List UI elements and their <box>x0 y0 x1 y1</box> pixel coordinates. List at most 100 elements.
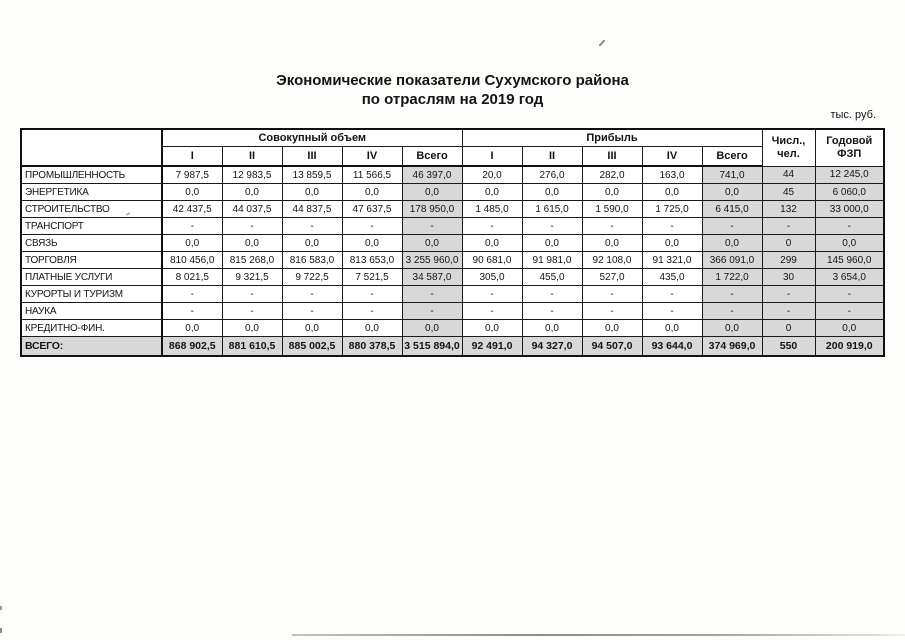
value-cell: - <box>461 302 523 320</box>
value-cell: 810 456,0 <box>161 251 223 269</box>
value-cell: - <box>521 302 583 320</box>
value-cell: 92 108,0 <box>581 251 643 269</box>
quarter-header: Всего <box>401 146 463 167</box>
value-cell: 880 378,5 <box>341 336 403 357</box>
value-cell: - <box>761 217 816 235</box>
value-cell: 1 485,0 <box>461 200 523 218</box>
value-cell: - <box>581 302 643 320</box>
value-cell: 0,0 <box>221 319 283 337</box>
data-row: ПЛАТНЫЕ УСЛУГИ 8 021,5 9 321,5 9 722,5 7 521… <box>20 268 885 286</box>
corner-cell <box>20 128 163 167</box>
quarter-header: III <box>281 146 343 167</box>
value-cell: - <box>281 302 343 320</box>
value-cell: 1 725,0 <box>641 200 703 218</box>
value-cell: 93 644,0 <box>641 336 703 357</box>
value-cell: 282,0 <box>581 165 643 184</box>
value-cell: 0,0 <box>341 183 403 201</box>
total-row: ВСЕГО: 868 902,5 881 610,5 885 002,5 880 378… <box>20 336 885 357</box>
quarter-header-row: I II III IV Всего I II III IV Всего <box>21 146 884 167</box>
value-cell: 435,0 <box>641 268 703 286</box>
pen-mark-artifact <box>598 39 606 47</box>
value-cell: 42 437,5 <box>161 200 223 218</box>
row-label: КУРОРТЫ И ТУРИЗМ <box>20 285 163 303</box>
value-cell: - <box>701 302 763 320</box>
value-cell: 0,0 <box>521 234 583 252</box>
table-body: ПРОМЫШЛЕННОСТЬ 7 987,5 12 983,5 13 859,5 11 … <box>20 165 885 357</box>
value-cell: - <box>581 217 643 235</box>
data-row: ТРАНСПОРТ - - - - - - - - - - - - <box>20 217 885 235</box>
value-cell: 0,0 <box>401 183 463 201</box>
value-cell: 9 722,5 <box>281 268 343 286</box>
value-cell: - <box>221 217 283 235</box>
profit-group-header: Прибыль <box>461 128 763 147</box>
value-cell: - <box>401 285 463 303</box>
value-cell: 20,0 <box>461 165 523 184</box>
page-title-line2: по отраслям на 2019 год <box>361 91 544 108</box>
value-cell: 0,0 <box>401 319 463 337</box>
value-cell: 44 837,5 <box>281 200 343 218</box>
value-cell: 0,0 <box>461 234 523 252</box>
value-cell: 299 <box>761 251 816 269</box>
value-cell: 0,0 <box>281 234 343 252</box>
staff-header-line1: Числ., <box>771 134 806 147</box>
row-label: ПЛАТНЫЕ УСЛУГИ <box>20 268 163 286</box>
value-cell: - <box>341 285 403 303</box>
row-label: ТОРГОВЛЯ <box>20 251 163 269</box>
value-cell: 0,0 <box>641 183 703 201</box>
value-cell: 0,0 <box>641 234 703 252</box>
value-cell: 94 327,0 <box>521 336 583 357</box>
value-cell: 527,0 <box>581 268 643 286</box>
economic-indicators-table: Совокупный объем Прибыль Числ., чел. Год… <box>20 128 885 357</box>
value-cell: 13 859,5 <box>281 165 343 184</box>
value-cell: 6 415,0 <box>701 200 763 218</box>
value-cell: - <box>461 217 523 235</box>
data-row: КРЕДИТНО-ФИН. 0,0 0,0 0,0 0,0 0,0 0,0 0,0 0,0 0,0… <box>20 319 885 337</box>
value-cell: 3 255 960,0 <box>401 251 463 269</box>
value-cell: 1 615,0 <box>521 200 583 218</box>
value-cell: 0,0 <box>221 183 283 201</box>
value-cell: 1 590,0 <box>581 200 643 218</box>
value-cell: 44 037,5 <box>221 200 283 218</box>
staff-header: Числ., чел. <box>761 128 816 167</box>
fund-header: Годовой ФЗП <box>814 128 885 167</box>
table-header: Совокупный объем Прибыль Числ., чел. Год… <box>20 128 885 167</box>
value-cell: 145 960,0 <box>814 251 885 269</box>
data-row: КУРОРТЫ И ТУРИЗМ - - - - - - - - - - - - <box>20 285 885 303</box>
row-label: ВСЕГО: <box>20 336 163 357</box>
value-cell: 91 321,0 <box>641 251 703 269</box>
value-cell: 0 <box>761 319 816 337</box>
value-cell: - <box>521 217 583 235</box>
value-cell: - <box>701 217 763 235</box>
value-cell: 34 587,0 <box>401 268 463 286</box>
value-cell: - <box>581 285 643 303</box>
data-row: ЭНЕРГЕТИКА 0,0 0,0 0,0 0,0 0,0 0,0 0,0 0,0 0,0 0,0… <box>20 183 885 201</box>
value-cell: 881 610,5 <box>221 336 283 357</box>
value-cell: - <box>161 285 223 303</box>
value-cell: 91 981,0 <box>521 251 583 269</box>
units-note: тыс. руб. <box>830 109 876 121</box>
quarter-header: IV <box>341 146 403 167</box>
value-cell: 33 000,0 <box>814 200 885 218</box>
value-cell: 200 919,0 <box>814 336 885 357</box>
value-cell: 885 002,5 <box>281 336 343 357</box>
quarter-header: II <box>521 146 583 167</box>
value-cell: 868 902,5 <box>161 336 223 357</box>
scan-shadow-line <box>292 634 905 636</box>
quarter-header: Всего <box>701 146 763 167</box>
value-cell: 0,0 <box>161 319 223 337</box>
value-cell: 550 <box>761 336 816 357</box>
row-label: КРЕДИТНО-ФИН. <box>20 319 163 337</box>
value-cell: 7 521,5 <box>341 268 403 286</box>
value-cell: - <box>641 285 703 303</box>
value-cell: 45 <box>761 183 816 201</box>
value-cell: - <box>161 217 223 235</box>
scan-speck <box>0 606 2 610</box>
value-cell: - <box>401 217 463 235</box>
data-row: ПРОМЫШЛЕННОСТЬ 7 987,5 12 983,5 13 859,5 11 … <box>20 165 885 184</box>
value-cell: - <box>761 302 816 320</box>
value-cell: 7 987,5 <box>161 165 223 184</box>
value-cell: 163,0 <box>641 165 703 184</box>
page-title: Экономические показатели Сухумского райо… <box>0 71 905 109</box>
row-label: НАУКА <box>20 302 163 320</box>
value-cell: 374 969,0 <box>701 336 763 357</box>
